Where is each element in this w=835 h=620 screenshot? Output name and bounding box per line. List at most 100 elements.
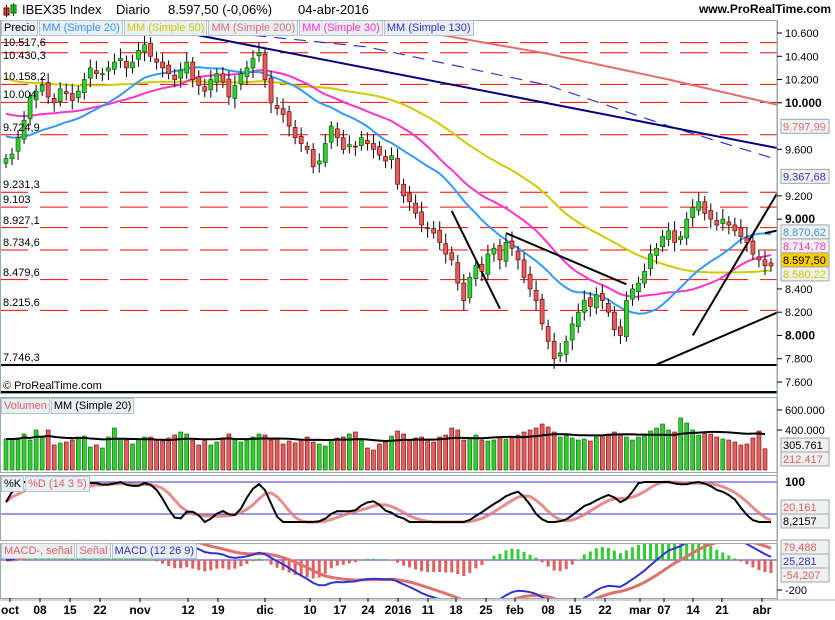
candle-body [401,183,406,197]
price-value-tag: 8.714,78 [780,238,830,254]
candle-body [726,221,732,226]
legend-item[interactable]: MACD (12 26 9) [111,543,198,559]
macd-axis-label: -200 [785,585,807,597]
candle-body [136,50,141,60]
volume-bar [328,439,334,471]
macd-histogram-bar [679,543,683,560]
volume-bar [142,436,147,471]
candle-body [316,160,322,165]
legend-item[interactable]: %D (14 3 5) [25,476,90,492]
macd-histogram-bar [402,560,406,566]
candle [425,221,431,238]
value-tag-text: 25,281 [783,556,817,568]
level-label: 9.103 [3,194,31,207]
candle [437,221,443,250]
candle-body [196,76,202,86]
volume-bar [106,436,111,471]
candle [467,272,473,304]
legend-item[interactable]: MM (Simple 130) [383,20,474,36]
volume-bar [726,439,732,471]
volume-bar [425,439,430,471]
macd-histogram-bar [221,560,225,569]
macd-histogram-bar [492,555,496,560]
macd-histogram-bar [263,560,267,561]
legend-item[interactable]: MM (Simple 20) [39,20,123,36]
legend-item[interactable]: MM (Simple 200) [208,20,299,36]
value-tag-text: 8.580,22 [783,269,826,281]
macd-value-tag: 79,488 [780,539,830,555]
candle [473,259,479,287]
volume-bar [389,435,394,471]
candle [762,250,768,276]
legend-item[interactable]: Precio [1,20,39,36]
legend-item[interactable]: Volumen [1,398,50,414]
volume-bar [581,438,587,471]
candle-body [636,282,641,293]
candle [346,135,352,154]
date-axis-label: 15 [63,603,77,617]
candle-body [322,143,328,163]
candle [112,53,117,75]
candle-body [678,236,683,240]
legend-item[interactable]: MACD-, señal [1,543,76,559]
volume-bar [702,431,708,471]
candle [720,209,726,231]
legend-item[interactable]: MM (Simple 20) [50,398,135,414]
candle [250,50,256,79]
volume-bar [292,442,298,471]
legend-item[interactable]: MM (Simple 50) [123,20,208,36]
volume-bar [708,433,714,471]
price-legend: Precio MM (Simple 20) MM (Simple 50) MM (Si… [1,20,475,36]
price-value-tag: 9.797,99 [780,118,830,134]
candle-body [515,250,521,261]
volume-bar [359,439,364,471]
legend-item[interactable]: Señal [76,543,111,559]
candle-body [166,64,171,75]
volume-bar [642,433,647,471]
volume-bar [9,438,15,471]
stochastic-value-tag: 20,161 [780,499,830,515]
volume-bar [371,449,376,471]
volume-bar [94,444,99,471]
candle [587,291,593,317]
candle-body [15,137,21,152]
period: Diario [116,2,150,17]
candle [389,147,394,169]
candle-body [100,73,105,76]
volume-bar [678,417,683,471]
value-tag-text: 8,2157 [783,516,817,528]
date-axis-label: 07 [657,603,671,617]
macd-histogram-bar [414,560,418,570]
candle-body [232,84,238,99]
volume-bar [756,430,762,471]
trendline [505,232,627,286]
legend-item[interactable]: MM (Simple 30) [299,20,383,36]
level-label: 10.158,2 [3,71,46,84]
candle-body [720,218,726,224]
macd-histogram-bar [685,543,689,560]
last-price: 8.597,50 (-0,06%) [168,2,273,17]
macd-histogram-bar [323,560,327,574]
macd-histogram-bar [510,548,514,560]
candle [136,41,141,67]
candle [3,153,9,168]
volume-bar [136,438,141,471]
macd-histogram-bar [245,560,249,564]
candle [696,191,702,216]
candle [533,280,539,311]
candle [642,263,647,288]
value-tag-box [780,513,830,529]
macd-histogram-bar [703,543,707,560]
candle [768,258,774,272]
price-axis-label: 10.400 [785,51,819,63]
candle-body [563,340,569,355]
volume-bar [618,434,623,471]
macd-histogram-bar [299,560,303,577]
candle-body [292,127,298,139]
volume-bar [557,436,563,471]
legend-item[interactable]: %K [1,476,25,492]
macd-histogram-bar [691,543,695,560]
site-name[interactable]: www.ProRealTime.com [698,2,831,16]
date-axis-label: 25 [479,603,493,617]
